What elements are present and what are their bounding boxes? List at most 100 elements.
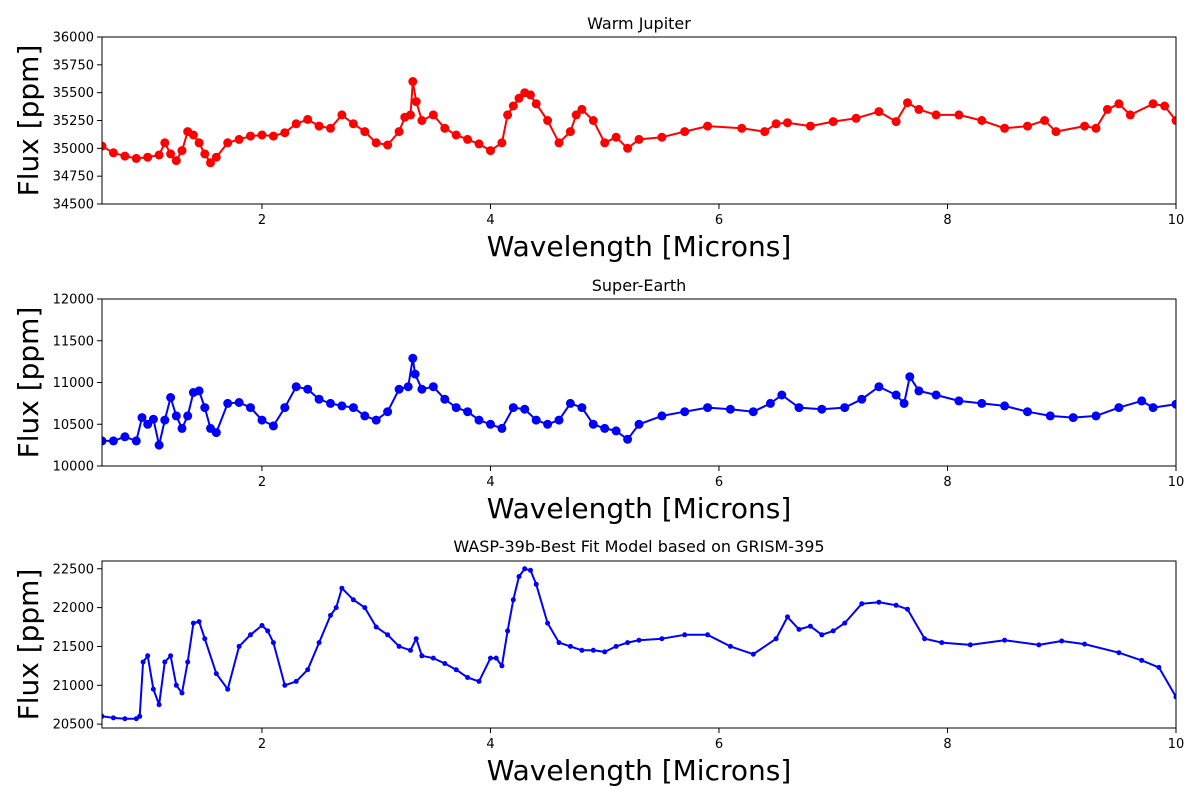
y-axis-label: Flux [ppm]	[12, 569, 45, 721]
y-tick-label: 22500	[53, 562, 94, 577]
data-point	[857, 394, 867, 404]
data-point	[171, 411, 181, 421]
y-tick-label: 35750	[53, 58, 94, 73]
x-tick-label: 2	[258, 475, 266, 490]
data-point	[1036, 642, 1042, 648]
data-point	[131, 436, 141, 446]
data-point	[1160, 101, 1170, 111]
data-point	[577, 403, 587, 413]
data-point	[588, 419, 598, 429]
data-point	[371, 138, 381, 148]
data-point	[967, 642, 973, 648]
data-point	[1040, 116, 1050, 125]
data-point	[939, 640, 945, 646]
data-point	[680, 407, 690, 417]
data-point	[166, 393, 176, 402]
data-point	[291, 382, 301, 392]
data-point	[200, 403, 210, 413]
data-point	[403, 382, 413, 392]
data-point	[413, 636, 419, 642]
data-point	[508, 403, 518, 413]
data-point	[1125, 110, 1135, 120]
data-point	[623, 143, 633, 153]
chart-title: WASP-39b-Best Fit Model based on GRISM-3…	[453, 537, 824, 556]
data-point	[579, 647, 585, 653]
data-point	[682, 632, 688, 638]
y-tick-label: 21000	[53, 679, 94, 694]
data-point	[623, 434, 633, 444]
data-point	[1148, 403, 1158, 413]
data-point	[510, 597, 516, 603]
x-axis-label: Wavelength [Microns]	[487, 754, 792, 787]
data-point	[291, 119, 301, 129]
data-point	[362, 605, 368, 611]
data-point	[765, 398, 775, 408]
data-point	[659, 636, 665, 642]
x-tick-label: 10	[1168, 213, 1185, 228]
data-point	[1045, 411, 1055, 421]
data-point	[636, 637, 642, 643]
x-tick-label: 2	[258, 737, 266, 752]
data-point	[1173, 694, 1176, 700]
data-point	[270, 640, 276, 646]
data-series	[102, 353, 1176, 450]
data-point	[173, 682, 179, 688]
data-point	[154, 440, 164, 450]
data-point	[851, 113, 861, 123]
data-point	[600, 423, 610, 433]
data-point	[257, 415, 267, 425]
data-point	[914, 104, 924, 114]
data-point	[474, 139, 484, 149]
data-point	[234, 134, 244, 144]
data-point	[819, 632, 825, 638]
data-point	[914, 386, 924, 396]
data-point	[259, 623, 265, 628]
data-point	[246, 131, 255, 141]
data-point	[571, 110, 581, 120]
data-point	[1080, 121, 1090, 131]
series-line	[102, 80, 1176, 164]
data-point	[516, 574, 522, 579]
data-point	[1023, 121, 1032, 131]
data-point	[102, 141, 107, 151]
data-point	[120, 151, 130, 161]
data-point	[657, 411, 667, 421]
x-tick-label: 4	[486, 737, 494, 752]
data-point	[1116, 650, 1122, 656]
data-point	[265, 628, 271, 634]
data-point	[680, 127, 690, 137]
data-series	[102, 566, 1176, 722]
data-point	[859, 601, 865, 607]
data-point	[122, 716, 128, 722]
data-point	[194, 386, 204, 396]
x-tick-label: 8	[943, 737, 951, 752]
data-point	[486, 419, 495, 429]
data-point	[394, 127, 404, 137]
data-point	[703, 403, 713, 413]
data-point	[408, 353, 418, 363]
data-point	[339, 585, 345, 591]
data-point	[514, 93, 524, 103]
data-point	[166, 149, 176, 159]
data-point	[223, 138, 233, 148]
data-point	[476, 678, 482, 684]
data-point	[102, 713, 105, 719]
data-point	[874, 382, 884, 392]
data-point	[874, 107, 884, 117]
data-point	[280, 128, 290, 138]
data-point	[531, 415, 541, 425]
data-point	[211, 152, 221, 162]
data-point	[891, 390, 901, 400]
data-point	[179, 690, 185, 696]
data-point	[442, 661, 448, 666]
y-tick-label: 22000	[53, 601, 94, 616]
y-tick-label: 35000	[53, 142, 94, 157]
chart-title: Super-Earth	[592, 276, 687, 295]
data-point	[131, 153, 141, 163]
data-point	[177, 423, 187, 433]
data-point	[206, 158, 215, 168]
data-point	[430, 655, 436, 661]
data-point	[488, 655, 493, 661]
data-point	[108, 148, 118, 158]
